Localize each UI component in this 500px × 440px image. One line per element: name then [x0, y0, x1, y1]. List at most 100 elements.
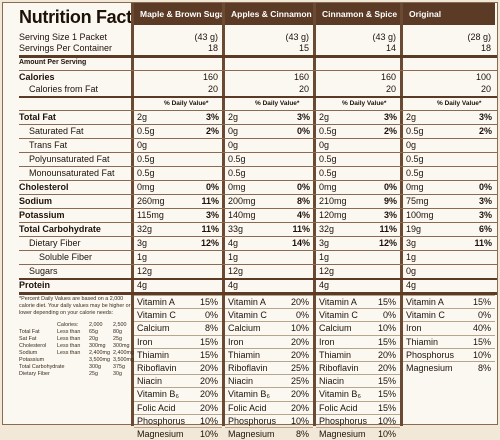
vitamin-name: Iron — [406, 323, 422, 334]
servings-per-container-row-cell: 18 — [134, 42, 222, 54]
vitamin-row: Iron 20% — [225, 334, 313, 348]
vitamin-name: Riboflavin — [228, 362, 268, 373]
nutrient-row-value: 260mg — [137, 196, 165, 206]
footnote-cell: 300mg — [113, 343, 130, 349]
vitamin-name: Vitamin C — [137, 310, 176, 321]
nutrient-row-value: 19g — [406, 224, 422, 234]
vitamin-name: Phosphorus — [406, 349, 455, 360]
footnote-cell: 3,500mg — [113, 357, 134, 363]
nutrient-row: Soluble Fiber 1g 1g 1g 1g — [19, 251, 497, 263]
serving-size-row-value: (28 g) — [467, 32, 491, 42]
nutrient-row-cell: 0mg 0% — [134, 181, 222, 193]
calories-row-cell: 160 — [225, 71, 313, 83]
nutrient-row-cell: 3g 12% — [316, 237, 400, 249]
vitamin-row: Vitamin B₆ 20% — [225, 387, 313, 400]
nutrient-row-percent: 0% — [383, 182, 397, 192]
nutrient-row-value: 0.5g — [228, 168, 246, 178]
amount-per-serving-label: Amount Per Serving — [19, 59, 87, 66]
nutrient-row-value: 1g — [319, 252, 330, 262]
column-separator — [313, 3, 316, 426]
nutrient-row-cell: 33g 11% — [225, 223, 313, 235]
nutrient-row-value: 0.5g — [406, 126, 424, 136]
nutrient-row-value: 2g — [319, 112, 330, 122]
vitamin-row: Vitamin C 0% — [225, 308, 313, 321]
footnote-row: Dietary Fiber 25g 30g — [19, 371, 133, 378]
footnote-cell: 2,000 — [89, 322, 103, 328]
nutrient-row-percent: 0% — [478, 182, 492, 192]
vitamin-percent: 20% — [199, 389, 218, 400]
nutrient-row-cell: 100mg 3% — [403, 209, 495, 221]
nutrient-row-value: 0g — [228, 126, 239, 136]
nutrient-row-label: Saturated Fat — [29, 126, 84, 136]
servings-per-container-row-value: 14 — [385, 43, 396, 53]
nutrient-row-label: Cholesterol — [19, 182, 69, 192]
nutrient-row: Trans Fat 0g 0g 0g 0g — [19, 139, 497, 151]
nutrient-row-percent: 0% — [296, 126, 310, 136]
footnote-cell: Total Fat — [19, 329, 40, 335]
nutrient-row-percent: 2% — [478, 126, 492, 136]
serving-size-row-cell: (28 g) — [403, 31, 495, 43]
nutrient-row-cell: 260mg 11% — [134, 195, 222, 207]
nutrient-row-cell: 140mg 4% — [225, 209, 313, 221]
serving-size-row-value: (43 g) — [372, 32, 396, 42]
vitamin-row: Iron 40% — [403, 321, 495, 334]
nutrient-row-percent: 11% — [474, 238, 492, 248]
nutrient-row: Saturated Fat 0.5g 2% 0g 0% 0.5g 2% 0.5g 2% — [19, 125, 497, 137]
nutrient-row-percent: 8% — [296, 196, 310, 206]
servings-per-container-row-label: Servings Per Container — [19, 43, 113, 53]
nutrient-row-percent: 11% — [201, 224, 219, 234]
servings-per-container-row-cell: 15 — [225, 42, 313, 54]
nutrient-row-cell: 200mg 8% — [225, 195, 313, 207]
footnote-row: Total Fat Less than 65g 80g — [19, 329, 133, 336]
footnote-header-row: Calories: 2,000 2,500 — [19, 322, 133, 329]
nutrient-row-label: Sodium — [19, 196, 52, 206]
vitamin-row: Phosphorus 10% — [134, 413, 222, 427]
footnote-row: Potassium 3,500mg 3,500mg — [19, 357, 134, 364]
page-title: Nutrition Facts — [19, 7, 142, 27]
nutrient-row-cell: 75mg 3% — [403, 195, 495, 207]
row-divider — [19, 222, 497, 223]
nutrient-row-cell: 0.5g — [225, 153, 313, 165]
footnote-table: Calories: 2,000 2,500 Total Fat Less than 65g… — [19, 322, 134, 378]
footnote-cell: Cholesterol — [19, 343, 47, 349]
nutrient-row-value: 0.5g — [228, 154, 246, 164]
nutrient-row-cell: 19g 6% — [403, 223, 495, 235]
nutrient-row: Polyunsaturated Fat 0.5g 0.5g 0.5g 0.5g — [19, 153, 497, 165]
serving-size-row-value: (43 g) — [285, 32, 309, 42]
nutrient-row-percent: 3% — [478, 210, 492, 220]
calories-from-fat-row-label: Calories from Fat — [29, 84, 99, 94]
servings-per-container-row-cell: 14 — [316, 42, 400, 54]
nutrient-row-percent: 3% — [478, 196, 492, 206]
nutrient-row-cell: 3g 11% — [403, 237, 495, 249]
nutrient-row-cell: 210mg 9% — [316, 195, 400, 207]
vitamin-row: Phosphorus 10% — [316, 413, 400, 427]
vitamin-row: Thiamin 20% — [316, 347, 400, 361]
nutrient-row-value: 4g — [228, 280, 239, 290]
row-divider — [19, 124, 497, 125]
nutrient-row-value: 2g — [137, 112, 148, 122]
nutrient-row-cell: 0.5g 2% — [134, 125, 222, 137]
nutrient-row-cell: 0mg 0% — [225, 181, 313, 193]
vitamin-percent: 0% — [382, 310, 396, 321]
nutrient-row-value: 120mg — [319, 210, 347, 220]
nutrient-row-cell: 0.5g — [403, 167, 495, 179]
footnote-cell: Sodium — [19, 350, 38, 356]
nutrient-row-cell: 12g — [134, 265, 222, 277]
vitamin-row: Thiamin 15% — [403, 334, 495, 348]
nutrient-row-value: 0g — [228, 140, 239, 150]
vitamin-row: Vitamin A 15% — [316, 295, 400, 308]
row-divider — [19, 180, 497, 181]
vitamin-name: Vitamin A — [137, 297, 175, 307]
vitamin-row: Magnesium 10% — [316, 426, 400, 440]
vitamin-row: Calcium 10% — [316, 321, 400, 334]
serving-size-row-cell: (43 g) — [225, 31, 313, 43]
serving-size-row-cell: (43 g) — [134, 31, 222, 43]
vitamin-percent: 8% — [477, 362, 491, 373]
vitamin-percent: 0% — [477, 310, 491, 321]
vitamin-percent: 15% — [472, 336, 491, 347]
footnote-cell: Total Carbohydrate — [19, 364, 65, 370]
nutrient-row-cell: 0.5g — [134, 153, 222, 165]
nutrient-row-cell: 2g 3% — [403, 111, 495, 123]
row-divider — [19, 166, 497, 167]
vitamin-row: Vitamin B₆ 20% — [134, 387, 222, 400]
